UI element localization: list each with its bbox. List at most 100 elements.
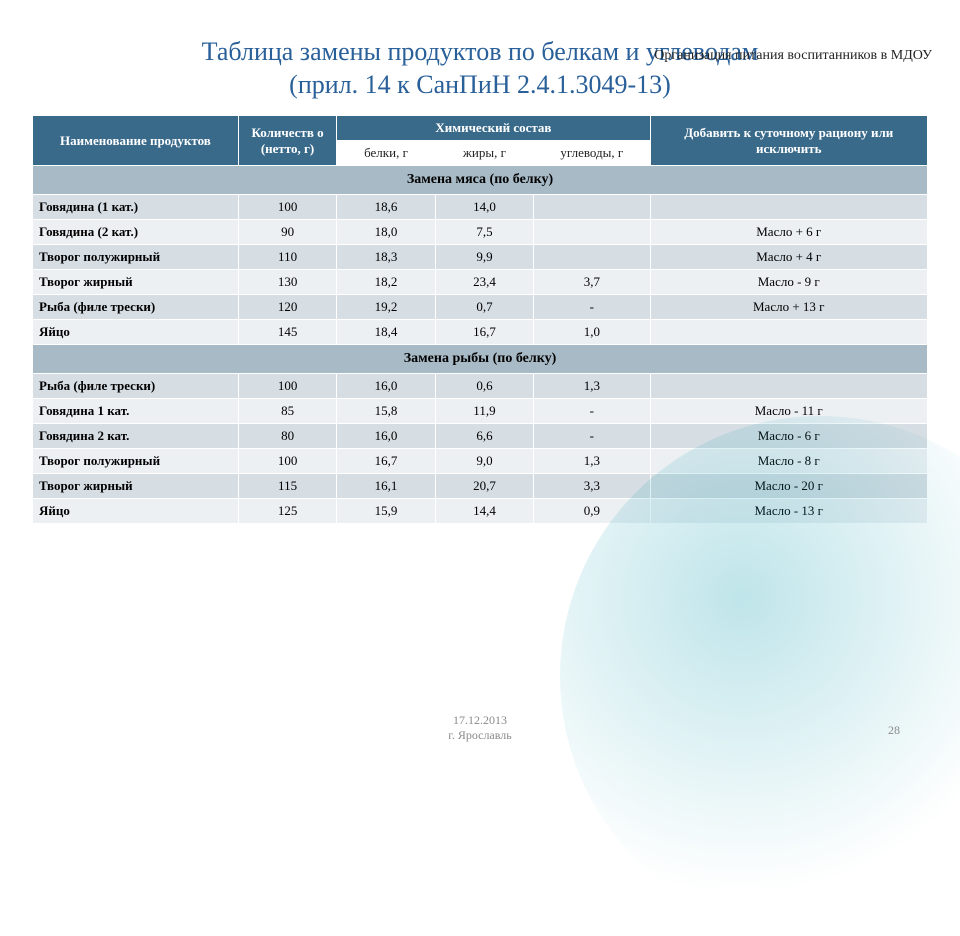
cell-qty: 90 [238,220,336,245]
table-row: Рыба (филе трески)12019,20,7-Масло + 13 … [33,295,928,320]
cell-protein: 18,4 [337,320,435,345]
cell-name: Говядина (1 кат.) [33,195,239,220]
cell-qty: 85 [238,399,336,424]
cell-name: Яйцо [33,499,239,524]
cell-protein: 18,2 [337,270,435,295]
col-chem: Химический состав [337,116,650,141]
header-context: Организация питания воспитанников в МДОУ [654,48,932,64]
substitution-table-wrap: Наименование продуктов Количеств о (нетт… [32,115,928,524]
cell-carb [534,195,650,220]
col-carb: углеводы, г [534,141,650,166]
table-row: Яйцо14518,416,71,0 [33,320,928,345]
page-number: 28 [888,723,900,738]
table-row: Творог жирный11516,120,73,3Масло - 20 г [33,474,928,499]
cell-addrem [650,320,928,345]
cell-fat: 14,4 [435,499,533,524]
cell-qty: 130 [238,270,336,295]
cell-qty: 110 [238,245,336,270]
cell-addrem: Масло - 13 г [650,499,928,524]
cell-name: Рыба (филе трески) [33,374,239,399]
cell-carb: - [534,399,650,424]
cell-fat: 11,9 [435,399,533,424]
cell-qty: 115 [238,474,336,499]
table-row: Говядина (2 кат.)9018,07,5Масло + 6 г [33,220,928,245]
title-line-2: (прил. 14 к СанПиН 2.4.1.3049-13) [289,70,671,99]
cell-protein: 18,3 [337,245,435,270]
footer-date: 17.12.2013 [453,713,507,727]
cell-carb: 1,0 [534,320,650,345]
cell-protein: 16,0 [337,424,435,449]
cell-addrem: Масло - 6 г [650,424,928,449]
footer-place: г. Ярославль [448,728,511,742]
cell-qty: 100 [238,374,336,399]
cell-name: Яйцо [33,320,239,345]
table-row: Творог полужирный10016,79,01,3Масло - 8 … [33,449,928,474]
table-row: Говядина 1 кат.8515,811,9-Масло - 11 г [33,399,928,424]
cell-fat: 23,4 [435,270,533,295]
cell-qty: 125 [238,499,336,524]
cell-fat: 0,6 [435,374,533,399]
cell-name: Говядина 1 кат. [33,399,239,424]
col-name: Наименование продуктов [33,116,239,166]
cell-fat: 16,7 [435,320,533,345]
cell-fat: 9,9 [435,245,533,270]
cell-protein: 19,2 [337,295,435,320]
cell-addrem [650,374,928,399]
section-title: Замена мяса (по белку) [33,166,928,195]
cell-carb [534,220,650,245]
cell-protein: 18,0 [337,220,435,245]
cell-name: Говядина 2 кат. [33,424,239,449]
cell-carb [534,245,650,270]
table-row: Говядина (1 кат.)10018,614,0 [33,195,928,220]
cell-qty: 100 [238,195,336,220]
cell-carb: 3,7 [534,270,650,295]
cell-name: Творог жирный [33,270,239,295]
cell-name: Творог полужирный [33,449,239,474]
cell-fat: 20,7 [435,474,533,499]
cell-protein: 15,8 [337,399,435,424]
cell-addrem [650,195,928,220]
cell-addrem: Масло + 13 г [650,295,928,320]
cell-fat: 9,0 [435,449,533,474]
col-protein: белки, г [337,141,435,166]
page-title: Таблица замены продуктов по белкам и угл… [0,36,960,101]
cell-fat: 7,5 [435,220,533,245]
col-fat: жиры, г [435,141,533,166]
cell-addrem: Масло - 11 г [650,399,928,424]
cell-name: Рыба (филе трески) [33,295,239,320]
cell-addrem: Масло - 9 г [650,270,928,295]
table-row: Творог полужирный11018,39,9Масло + 4 г [33,245,928,270]
cell-name: Творог полужирный [33,245,239,270]
cell-fat: 0,7 [435,295,533,320]
cell-qty: 100 [238,449,336,474]
footer: 17.12.2013 г. Ярославль [0,713,960,742]
cell-fat: 6,6 [435,424,533,449]
cell-protein: 16,7 [337,449,435,474]
table-row: Творог жирный13018,223,43,7Масло - 9 г [33,270,928,295]
table-row: Рыба (филе трески)10016,00,61,3 [33,374,928,399]
cell-protein: 16,0 [337,374,435,399]
section-header: Замена рыбы (по белку) [33,345,928,374]
cell-name: Творог жирный [33,474,239,499]
cell-carb: 0,9 [534,499,650,524]
cell-carb: - [534,424,650,449]
cell-qty: 80 [238,424,336,449]
cell-addrem: Масло - 20 г [650,474,928,499]
table-row: Говядина 2 кат.8016,06,6-Масло - 6 г [33,424,928,449]
cell-addrem: Масло - 8 г [650,449,928,474]
col-qty: Количеств о (нетто, г) [238,116,336,166]
section-title: Замена рыбы (по белку) [33,345,928,374]
cell-protein: 18,6 [337,195,435,220]
cell-carb: 1,3 [534,449,650,474]
cell-carb: 1,3 [534,374,650,399]
cell-qty: 145 [238,320,336,345]
cell-qty: 120 [238,295,336,320]
cell-protein: 16,1 [337,474,435,499]
substitution-table: Наименование продуктов Количеств о (нетт… [32,115,928,524]
cell-protein: 15,9 [337,499,435,524]
cell-carb: 3,3 [534,474,650,499]
table-row: Яйцо12515,914,40,9Масло - 13 г [33,499,928,524]
cell-fat: 14,0 [435,195,533,220]
col-addrem: Добавить к суточному рациону или исключи… [650,116,928,166]
section-header: Замена мяса (по белку) [33,166,928,195]
